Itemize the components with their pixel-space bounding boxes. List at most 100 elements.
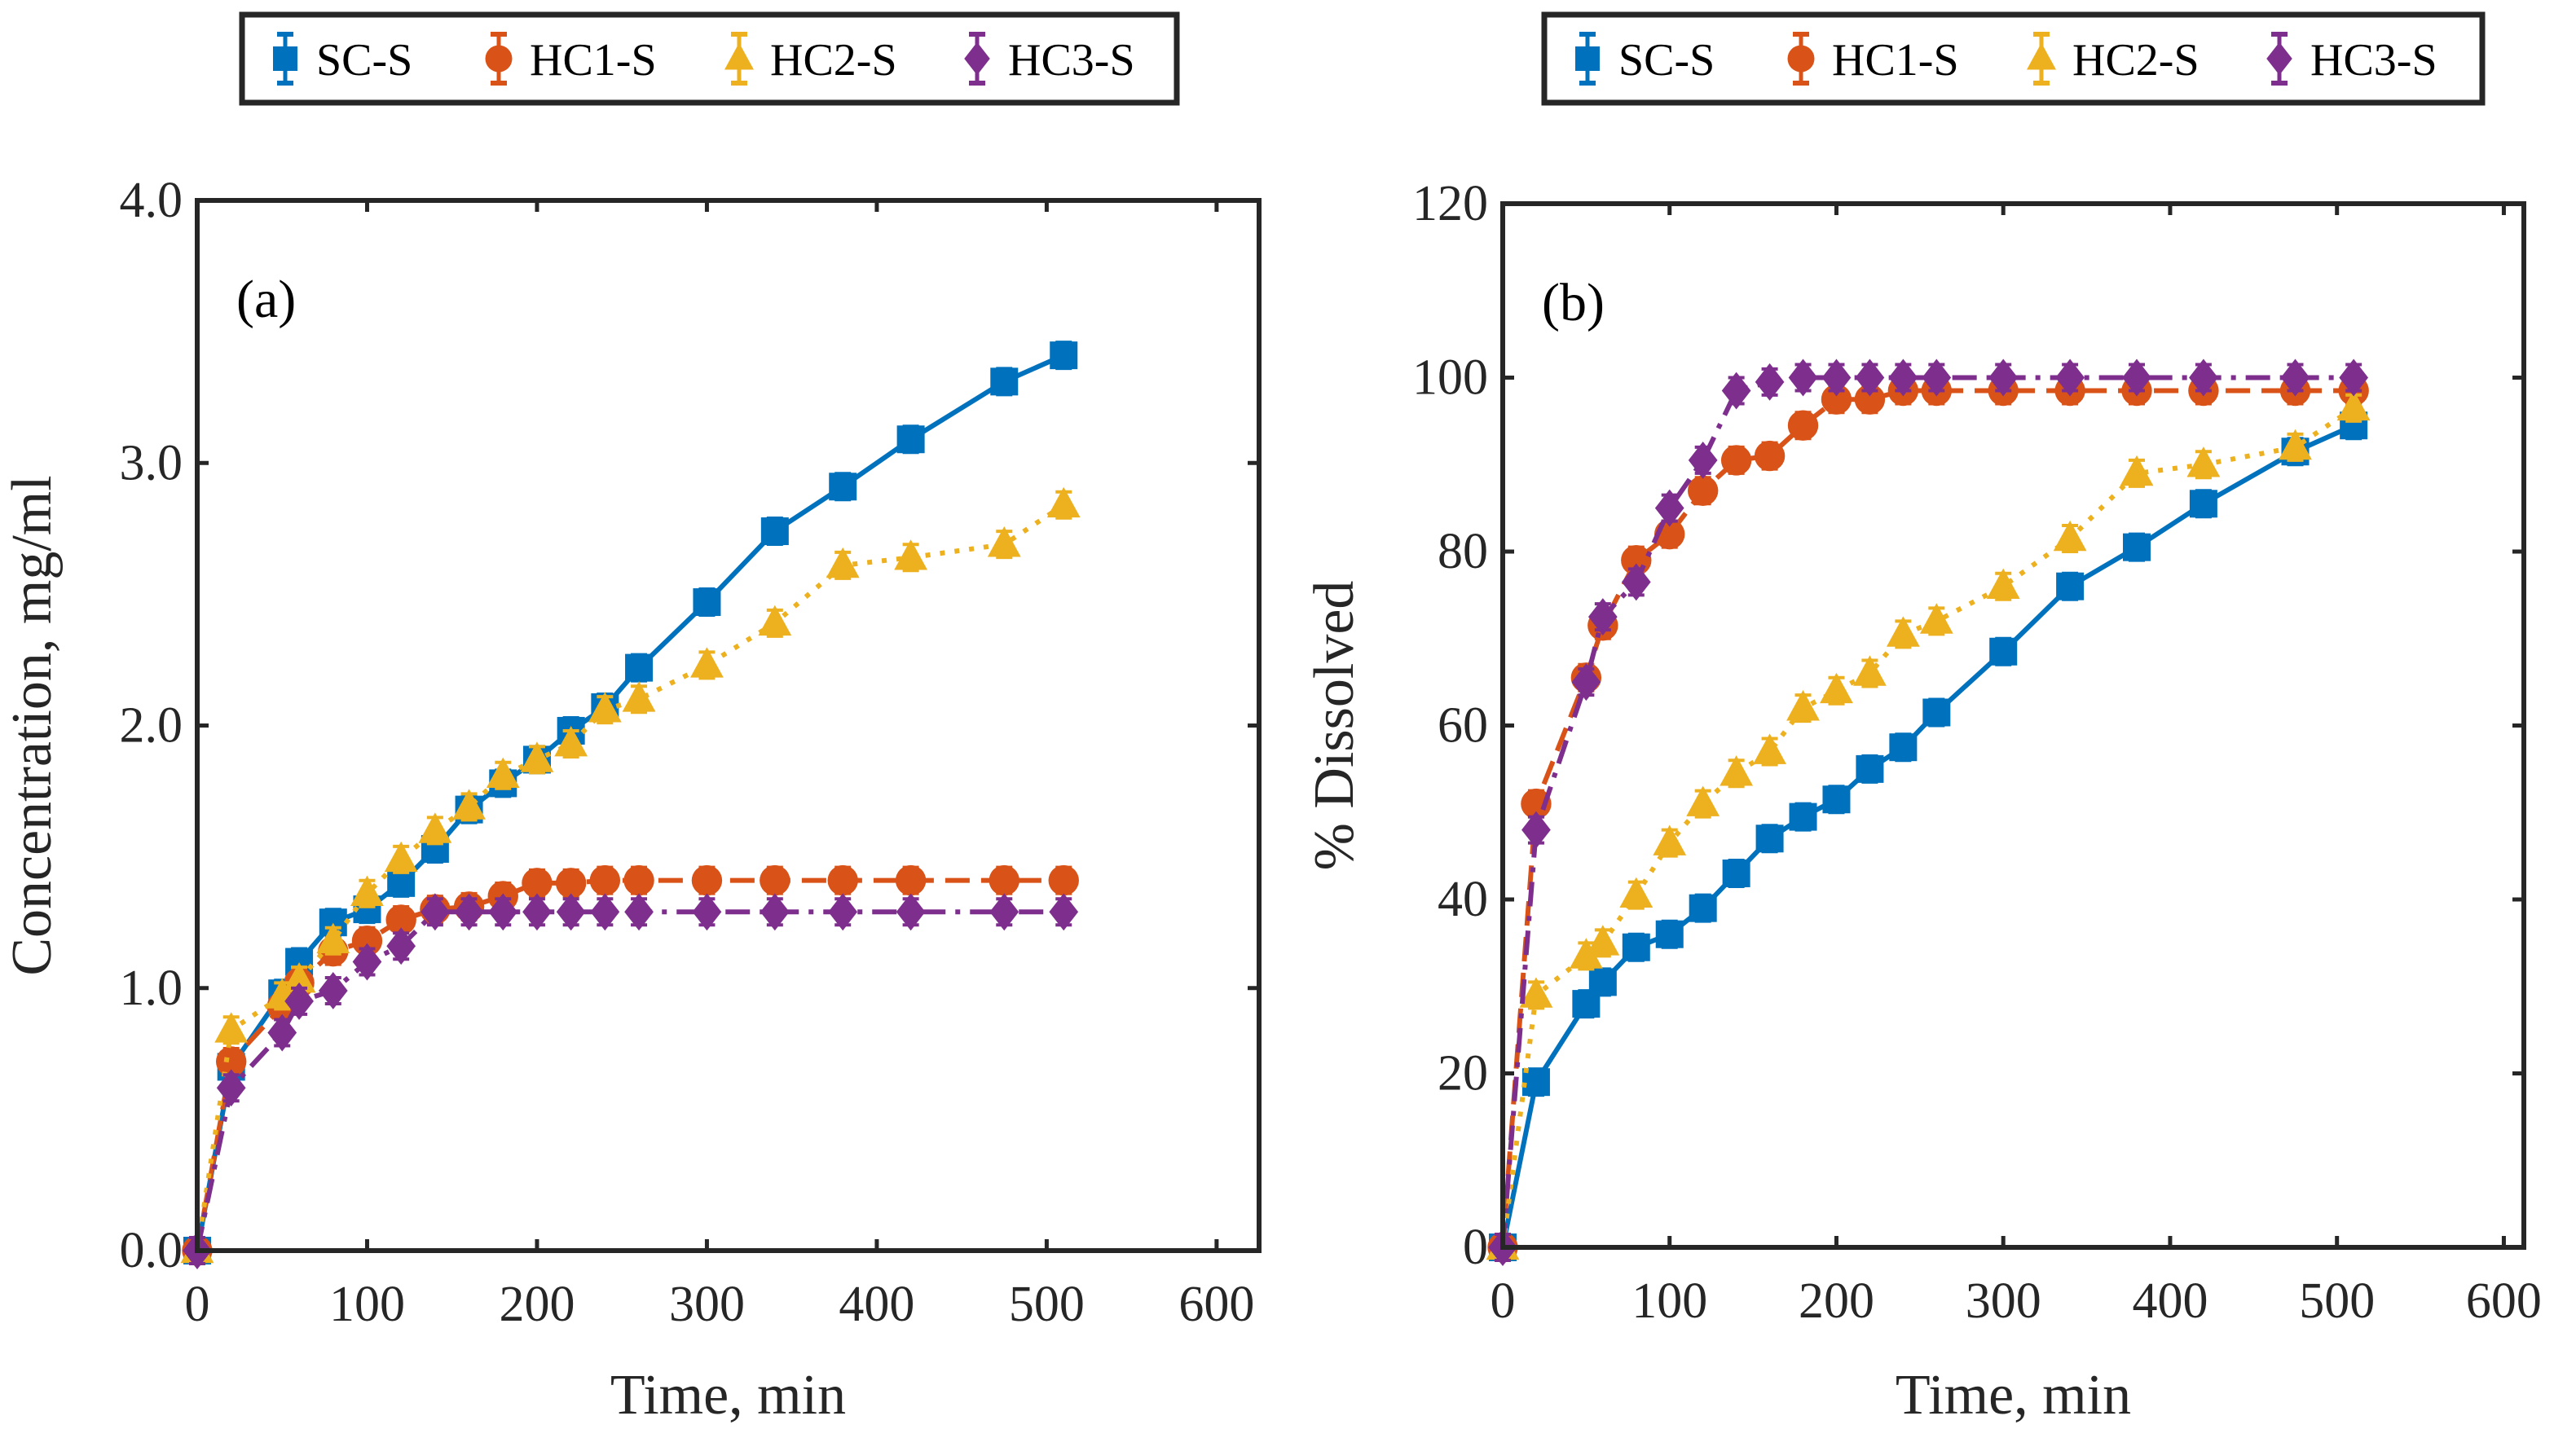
x-tick-label: 100 xyxy=(329,1277,405,1332)
data-point xyxy=(691,864,723,896)
y-axis-title: Concentration, mg/ml xyxy=(1,475,64,975)
x-tick-label: 600 xyxy=(1178,1277,1254,1332)
data-point xyxy=(1689,894,1717,922)
legend-label: SC-S xyxy=(316,35,412,86)
data-point xyxy=(828,893,858,931)
legend-entry-hc1-s: HC1-S xyxy=(485,32,657,86)
data-point xyxy=(693,588,721,617)
data-point xyxy=(1922,698,1951,727)
x-axis-title: Time, min xyxy=(1896,1364,2131,1427)
data-point xyxy=(1569,938,1603,969)
axes-box xyxy=(195,198,1262,1253)
data-point xyxy=(590,893,620,931)
data-point xyxy=(1754,440,1786,472)
data-point xyxy=(690,647,724,678)
series-hc1-s xyxy=(182,864,1079,1266)
x-tick-label: 600 xyxy=(2466,1273,2542,1329)
legend-marker-square-icon xyxy=(273,46,297,71)
series-hc3-s xyxy=(1488,358,2369,1266)
data-point xyxy=(692,893,722,931)
data-point xyxy=(2055,358,2085,397)
legend-entry-hc3-s: HC3-S xyxy=(2266,32,2437,86)
data-point xyxy=(987,526,1021,557)
data-point xyxy=(2123,533,2151,561)
series-line xyxy=(1500,406,2355,1248)
data-point xyxy=(895,864,927,896)
data-point xyxy=(520,741,554,772)
legend: SC-S HC1-S HC2-S HC3-S xyxy=(239,11,1180,106)
x-axis-title: Time, min xyxy=(610,1364,846,1427)
data-point xyxy=(896,425,925,454)
y-tick-label: 120 xyxy=(1412,176,1488,231)
x-tick-label: 100 xyxy=(1631,1273,1707,1329)
data-point xyxy=(1988,358,2019,397)
data-point xyxy=(385,904,416,935)
legend-entry-sc-s: SC-S xyxy=(1575,32,1715,86)
data-point xyxy=(589,864,621,896)
chart-panel-a: 0 100 200 300 400 500 600 0.0 1.0 2.0 3.0 4.0 Time, … xyxy=(1,11,1262,1427)
legend-marker-diamond-icon xyxy=(964,42,990,76)
data-point xyxy=(316,922,350,954)
data-point xyxy=(1855,358,1885,397)
y-tick-label: 20 xyxy=(1438,1046,1488,1102)
y-tick-label: 0 xyxy=(1463,1220,1488,1275)
x-tick-label: 400 xyxy=(839,1277,914,1332)
series-hc3-s xyxy=(183,893,1079,1269)
data-point xyxy=(454,893,484,931)
data-point xyxy=(350,875,384,907)
data-point xyxy=(2053,520,2087,552)
x-tick-label: 200 xyxy=(499,1277,575,1332)
data-point xyxy=(554,725,588,757)
data-point xyxy=(1922,358,1952,397)
x-tick-label: 500 xyxy=(2299,1273,2375,1329)
data-point xyxy=(760,893,790,931)
data-point xyxy=(1821,358,1852,397)
legend-marker-triangle-icon xyxy=(2027,42,2056,70)
data-point xyxy=(2280,358,2310,397)
data-point xyxy=(1686,785,1720,816)
data-point xyxy=(352,943,382,981)
x-tick-label: 300 xyxy=(1966,1273,2041,1329)
x-tick-label: 0 xyxy=(1491,1273,1516,1329)
series-hc2-s xyxy=(1486,389,2371,1262)
data-point xyxy=(2279,429,2312,460)
data-point xyxy=(1586,925,1620,956)
panel-label: (b) xyxy=(1542,273,1605,332)
legend: SC-S HC1-S HC2-S HC3-S xyxy=(1541,11,2486,106)
legend-label: HC1-S xyxy=(530,35,657,86)
data-point xyxy=(1587,598,1618,636)
data-point xyxy=(284,982,314,1020)
data-point xyxy=(1687,475,1719,506)
legend-label: HC3-S xyxy=(2310,35,2437,86)
data-point xyxy=(282,961,316,993)
series-line xyxy=(1500,375,2354,1248)
data-point xyxy=(555,868,587,899)
legend-label: HC1-S xyxy=(1832,35,1959,86)
data-point xyxy=(1720,445,1752,476)
data-point xyxy=(1919,603,1953,634)
data-point xyxy=(318,972,348,1009)
legend-marker-triangle-icon xyxy=(724,42,754,70)
axes-box xyxy=(1500,201,2526,1250)
y-tick-label: 0.0 xyxy=(120,1223,183,1278)
legend-label: HC2-S xyxy=(770,35,897,86)
data-point xyxy=(826,547,860,578)
data-point xyxy=(486,757,520,789)
chart-panel-b: 0 100 200 300 400 500 600 0 20 40 60 80 100 120 Time, … xyxy=(1303,11,2542,1427)
data-point xyxy=(1653,825,1687,855)
data-point xyxy=(1048,864,1079,896)
legend-label: SC-S xyxy=(1618,35,1715,86)
data-point xyxy=(1753,733,1786,764)
y-tick-label: 2.0 xyxy=(120,698,183,754)
x-tick-label: 300 xyxy=(669,1277,745,1332)
legend-marker-circle-icon xyxy=(485,45,513,73)
data-point xyxy=(1888,358,1918,397)
data-point xyxy=(1619,877,1653,908)
legend-label: HC3-S xyxy=(1008,35,1135,86)
data-point xyxy=(216,1069,246,1107)
y-tick-label: 80 xyxy=(1438,524,1488,579)
data-point xyxy=(1755,825,1784,853)
data-point xyxy=(2122,358,2151,397)
data-point xyxy=(760,864,790,896)
